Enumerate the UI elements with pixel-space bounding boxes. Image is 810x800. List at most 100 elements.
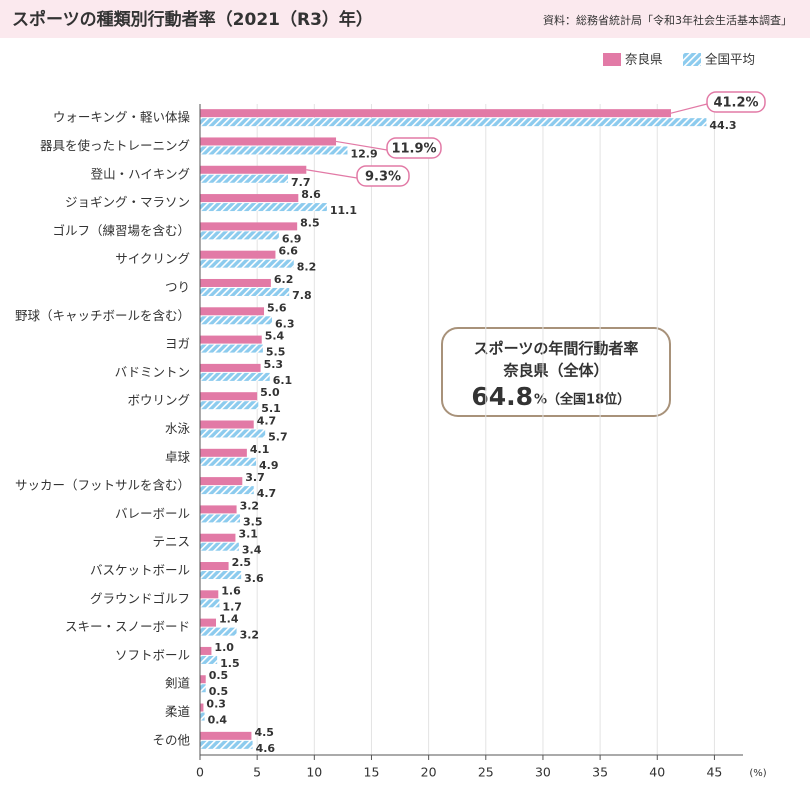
bar: [200, 165, 307, 174]
y-tick-label: ゴルフ（練習場を含む）: [52, 223, 190, 238]
bar: [200, 505, 237, 514]
value-label: 1.0: [214, 641, 234, 654]
bar: [200, 618, 217, 627]
value-label: 1.4: [219, 613, 239, 626]
annotation-line: 奈良県（全体）: [502, 362, 608, 380]
bar: [200, 533, 236, 542]
y-tick-label: バスケットボール: [90, 563, 190, 578]
bar: [200, 194, 299, 203]
bar: [200, 477, 243, 486]
x-tick-label: 10: [306, 765, 322, 780]
bar: [200, 344, 263, 353]
value-label: 1.7: [222, 600, 242, 613]
x-tick-label: 15: [364, 765, 380, 780]
y-tick-label: 水泳: [165, 421, 191, 436]
value-label: 1.6: [221, 584, 241, 597]
annotation-line: スポーツの年間行動者率: [474, 340, 639, 358]
y-tick-label: ジョギング・マラソン: [65, 195, 190, 210]
x-tick-label: 5: [253, 765, 261, 780]
bar: [200, 137, 337, 146]
value-label: 4.1: [250, 443, 270, 456]
bar: [200, 675, 206, 684]
callout-line: [306, 169, 358, 179]
y-tick-label: その他: [152, 732, 190, 747]
bar: [200, 486, 254, 495]
y-tick-label: ウォーキング・軽い体操: [53, 110, 191, 125]
value-label: 0.5: [209, 669, 229, 682]
value-label: 12.9: [350, 147, 377, 160]
source: 資料：総務省統計局「令和3年社会生活基本調査」: [543, 13, 792, 27]
value-label: 5.1: [261, 402, 281, 415]
x-tick-label: 45: [706, 765, 722, 780]
bar: [200, 316, 273, 325]
value-label: 3.7: [245, 471, 265, 484]
bar: [200, 646, 212, 655]
y-tick-label: ソフトボール: [115, 647, 190, 662]
value-label: 0.5: [209, 685, 229, 698]
value-label: 5.0: [260, 386, 280, 399]
y-tick-label: ボウリング: [127, 393, 190, 408]
bar: [200, 684, 206, 693]
callout-box: [706, 91, 766, 113]
bar: [200, 392, 258, 401]
y-tick-label: サッカー（フットサルを含む）: [15, 478, 190, 493]
y-tick-label: テニス: [152, 534, 190, 549]
value-label: 6.2: [274, 273, 294, 286]
value-label: 4.5: [254, 726, 274, 739]
bar: [200, 363, 261, 372]
value-label: 4.7: [257, 415, 277, 428]
value-label: 44.3: [709, 119, 736, 132]
bar: [200, 731, 252, 740]
legend-label: 奈良県: [625, 52, 663, 67]
value-label: 3.2: [240, 629, 260, 642]
bar: [200, 627, 237, 636]
chart-title: スポーツの種類別行動者率（2021（R3）年）: [12, 9, 373, 30]
value-label: 3.5: [243, 515, 263, 528]
bar: [200, 278, 271, 287]
value-label: 4.7: [257, 487, 277, 500]
x-tick-label: 0: [196, 765, 204, 780]
legend-swatch: [603, 53, 621, 66]
value-label: 3.6: [244, 572, 264, 585]
bar: [200, 401, 259, 410]
x-tick-label: 25: [478, 765, 494, 780]
bar: [200, 420, 254, 429]
bar: [200, 146, 348, 155]
bar: [200, 174, 289, 183]
value-label: 6.9: [282, 232, 302, 245]
bar: [200, 703, 204, 712]
bar: [200, 109, 671, 118]
value-label: 7.8: [292, 289, 312, 302]
legend-label: 全国平均: [705, 52, 755, 67]
y-tick-label: 卓球: [165, 449, 191, 464]
bar: [200, 250, 276, 259]
y-tick-label: バドミントン: [115, 364, 190, 379]
y-tick-label: 器具を使ったトレーニング: [40, 138, 190, 153]
callout-line: [335, 140, 388, 151]
value-label: 11.9%: [391, 142, 436, 157]
bar: [200, 562, 229, 571]
value-label: 8.2: [297, 261, 317, 274]
callout-box: [356, 165, 410, 187]
bar: [200, 203, 327, 212]
bar: [200, 590, 219, 599]
value-label: 7.7: [291, 176, 311, 189]
bar: [200, 307, 265, 316]
y-tick-label: 登山・ハイキング: [91, 166, 190, 181]
value-label: 5.3: [264, 358, 284, 371]
y-tick-label: 柔道: [165, 704, 191, 719]
value-label: 5.4: [265, 330, 285, 343]
value-label: 3.2: [240, 499, 260, 512]
y-tick-label: つり: [165, 279, 190, 294]
value-label: 3.4: [242, 544, 262, 557]
bar: [200, 655, 218, 664]
annotation-box: スポーツの年間行動者率 奈良県（全体） 64.8 %（全国18位）: [441, 327, 671, 417]
x-tick-label: 30: [535, 765, 551, 780]
annotation-frame: [441, 327, 671, 417]
bar: [200, 571, 242, 580]
value-label: 3.1: [238, 528, 258, 541]
value-label: 5.7: [268, 431, 288, 444]
x-tick-label: 35: [592, 765, 608, 780]
bar: [200, 231, 279, 240]
